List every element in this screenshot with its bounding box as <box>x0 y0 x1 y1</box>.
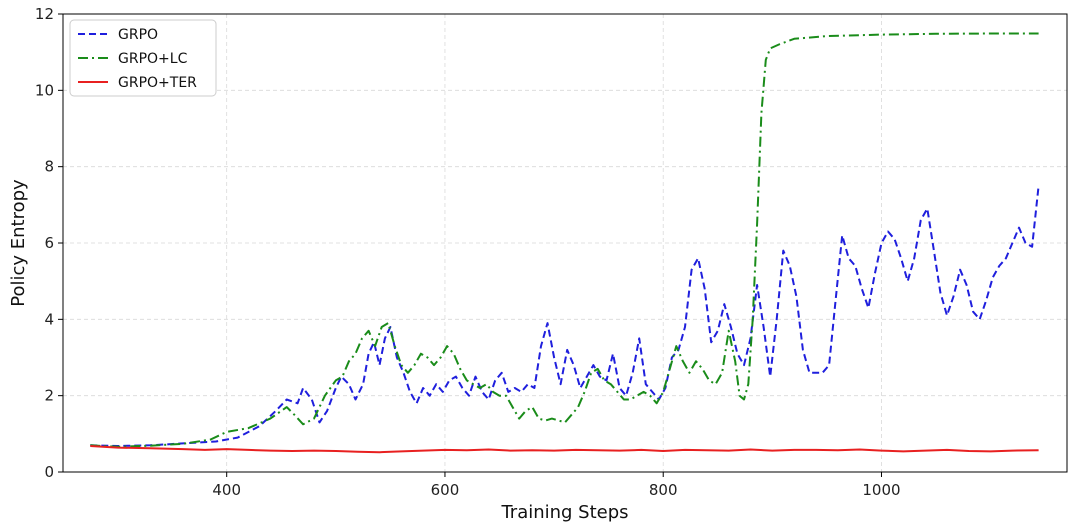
plot-area <box>90 32 1040 454</box>
legend-label: GRPO <box>118 27 158 43</box>
y-tick-label: 0 <box>44 463 54 481</box>
y-tick-label: 10 <box>35 81 54 99</box>
series-line-grpo-lc <box>90 32 1039 448</box>
series-line-grpo-ter <box>90 445 1039 454</box>
series-line-grpo <box>90 185 1040 447</box>
y-tick-label: 6 <box>44 234 54 252</box>
y-tick-label: 2 <box>44 387 54 405</box>
y-tick-label: 8 <box>44 158 54 176</box>
legend: GRPO GRPO+LC GRPO+TER <box>69 19 217 97</box>
legend-box <box>69 19 217 97</box>
x-tick-label: 600 <box>431 481 460 499</box>
y-axis-label: Policy Entropy <box>8 179 29 307</box>
x-tick-label: 400 <box>212 481 241 499</box>
legend-label: GRPO+LC <box>118 51 188 67</box>
y-tick-label: 12 <box>35 5 54 23</box>
y-tick-label: 4 <box>44 310 54 328</box>
x-tick-label: 800 <box>649 481 678 499</box>
legend-label: GRPO+TER <box>118 75 197 91</box>
axis-ticks: 400 600 800 1000 0 2 4 6 8 10 12 <box>35 5 901 499</box>
x-axis-label: Training Steps <box>500 502 628 523</box>
x-tick-label: 1000 <box>862 481 900 499</box>
